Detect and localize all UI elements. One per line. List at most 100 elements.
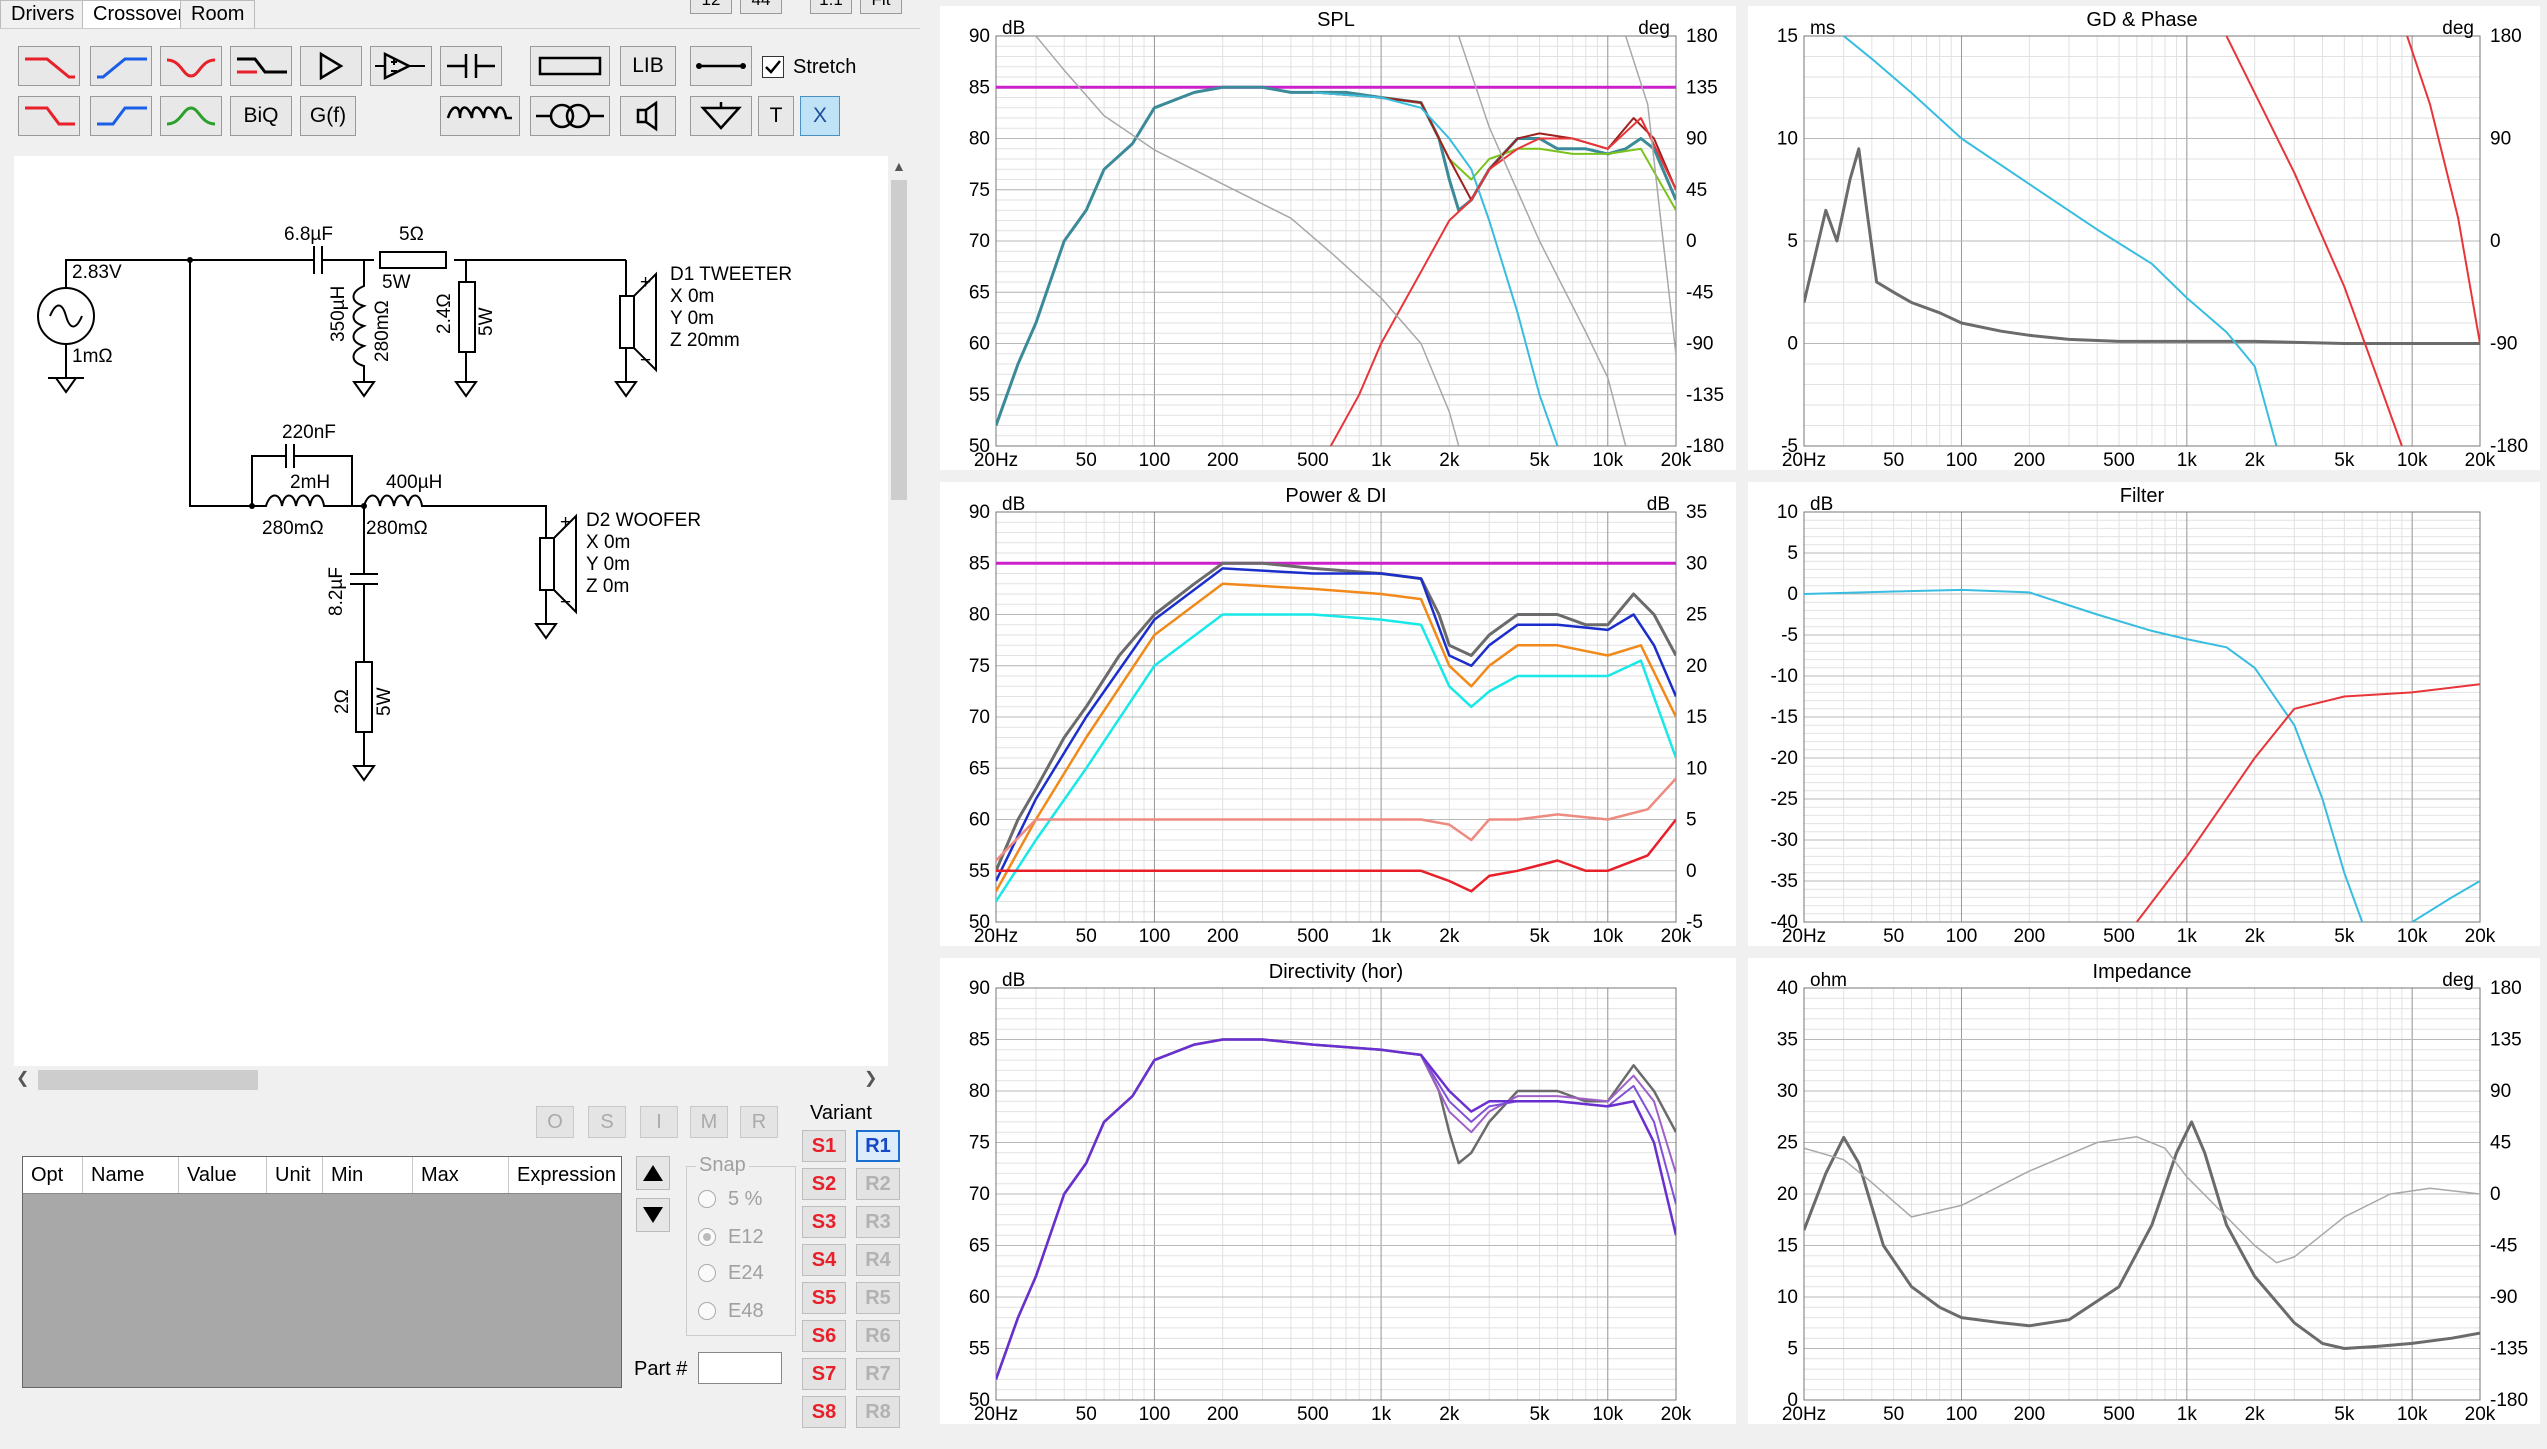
zoom-1-1-button[interactable]: 1:1: [810, 0, 852, 14]
variant-s1-button[interactable]: S1: [802, 1130, 846, 1162]
snap-e12-radio[interactable]: [698, 1228, 716, 1246]
ground-button[interactable]: [690, 96, 752, 136]
variant-s2-button[interactable]: S2: [802, 1168, 846, 1200]
optimize-button[interactable]: O: [536, 1106, 574, 1138]
variant-r4-button[interactable]: R4: [856, 1244, 900, 1276]
zoom-12-button[interactable]: 12: [690, 0, 732, 14]
inductor-button[interactable]: [440, 96, 520, 136]
variant-r7-button[interactable]: R7: [856, 1358, 900, 1390]
x-tick-label: 20Hz: [974, 1404, 1018, 1424]
tab-room[interactable]: Room: [180, 0, 256, 30]
series-line: [1420, 1054, 1676, 1205]
y-tick-label: 60: [969, 1287, 990, 1308]
hscroll-thumb[interactable]: [38, 1070, 258, 1090]
col-min[interactable]: Min: [323, 1157, 413, 1193]
spl-plot[interactable]: SPL dB deg 90 85 80 75 70 65 60 55 50 180 135 90 45 0 -45…: [940, 6, 1736, 470]
col-opt[interactable]: Opt: [23, 1157, 83, 1193]
transformer-button[interactable]: [530, 96, 610, 136]
schematic-hscrollbar[interactable]: ❮ ❯: [14, 1066, 888, 1092]
zoom-fit-button[interactable]: Fit: [860, 0, 902, 14]
plot-frame: [995, 35, 1677, 447]
zoom-44-button[interactable]: 44: [740, 0, 782, 14]
x-tick-label: 1k: [1371, 926, 1392, 946]
highpass-filter-button[interactable]: [90, 46, 152, 86]
col-max[interactable]: Max: [413, 1157, 509, 1193]
variant-r2-button[interactable]: R2: [856, 1168, 900, 1200]
lowpass-2-icon: [25, 106, 75, 126]
col-unit[interactable]: Unit: [267, 1157, 323, 1193]
parameter-table[interactable]: Opt Name Value Unit Min Max Expression: [22, 1156, 622, 1388]
scroll-up-icon[interactable]: ▲: [892, 158, 906, 174]
x-tick-label: 1k: [2177, 1404, 2198, 1424]
buffer-button[interactable]: [370, 46, 432, 86]
snap-e48-radio[interactable]: [698, 1302, 716, 1320]
biquad-label: BiQ: [243, 104, 279, 127]
scroll-right-icon[interactable]: ❯: [864, 1070, 878, 1087]
variant-r3-button[interactable]: R3: [856, 1206, 900, 1238]
table-header: Opt Name Value Unit Min Max Expression: [23, 1157, 621, 1194]
move-up-button[interactable]: [636, 1156, 670, 1190]
variant-s6-button[interactable]: S6: [802, 1320, 846, 1352]
variant-s8-button[interactable]: S8: [802, 1396, 846, 1428]
resistor-button[interactable]: [530, 46, 610, 86]
variant-s4-button[interactable]: S4: [802, 1244, 846, 1276]
bandpass-button[interactable]: [160, 96, 222, 136]
wire-button[interactable]: [690, 46, 752, 86]
variant-r8-button[interactable]: R8: [856, 1396, 900, 1428]
capacitor-button[interactable]: [440, 46, 502, 86]
highpass-2-button[interactable]: [90, 96, 152, 136]
variant-s7-button[interactable]: S7: [802, 1358, 846, 1390]
snap-e24-radio[interactable]: [698, 1264, 716, 1282]
y-tick-label: 70: [969, 231, 990, 252]
variant-r5-button[interactable]: R5: [856, 1282, 900, 1314]
variant-r2-label: R2: [865, 1172, 891, 1195]
x-tick-label: 1k: [2177, 926, 2198, 946]
transfer-function-button[interactable]: G(f): [300, 96, 356, 136]
amplifier-button[interactable]: [300, 46, 362, 86]
scroll-left-icon[interactable]: ❮: [16, 1070, 30, 1087]
biquad-button[interactable]: BiQ: [230, 96, 292, 136]
variant-s5-button[interactable]: S5: [802, 1282, 846, 1314]
x-tick-label: 1k: [1371, 450, 1392, 470]
schematic-vscrollbar[interactable]: ▲: [888, 156, 910, 1066]
snap-5pct-radio[interactable]: [698, 1190, 716, 1208]
gd-phase-plot[interactable]: GD & Phase ms deg 15 10 5 0 -5 180 90 0 -90 -180 20Hz…: [1748, 6, 2540, 470]
info-button[interactable]: I: [640, 1106, 678, 1138]
y2-tick-label: 0: [1686, 861, 1697, 882]
shelf-filter-button[interactable]: [230, 46, 292, 86]
y2-tick-label: -135: [2490, 1339, 2528, 1360]
driver-button[interactable]: [620, 96, 676, 136]
stretch-checkbox[interactable]: [762, 56, 784, 78]
variant-r1-button[interactable]: R1: [856, 1130, 900, 1162]
x-tick-label: 100: [1139, 450, 1171, 470]
notch-filter-button[interactable]: [160, 46, 222, 86]
lowpass-filter-button[interactable]: [18, 46, 80, 86]
y-tick-label: 5: [1787, 231, 1798, 252]
col-expression[interactable]: Expression: [517, 1164, 616, 1186]
tab-drivers[interactable]: Drivers: [0, 0, 86, 30]
y2-tick-label: -90: [1686, 334, 1713, 355]
part-input[interactable]: [698, 1352, 782, 1384]
monte-carlo-button[interactable]: M: [690, 1106, 728, 1138]
reset-button[interactable]: R: [740, 1106, 778, 1138]
move-down-button[interactable]: [636, 1198, 670, 1232]
tab-crossover[interactable]: Crossover: [82, 0, 196, 31]
delete-button[interactable]: X: [800, 96, 840, 136]
power-di-plot[interactable]: Power & DI dB dB 90 85 80 75 70 65 60 55 50 35 30 25 20…: [940, 482, 1736, 946]
col-value[interactable]: Value: [179, 1157, 267, 1193]
directivity-plot[interactable]: Directivity (hor) dB 90 85 80 75 70 65 60 55 50 20H…: [940, 958, 1736, 1424]
schematic-canvas[interactable]: 2.83V 1mΩ 6.8µF 5Ω 5W 350µH 280mΩ 2.4Ω 5…: [14, 156, 888, 1066]
impedance-plot[interactable]: Impedance ohm deg 40 35 30 25 20 15 10 5 0 180 135 90 4…: [1748, 958, 2540, 1424]
filter-plot[interactable]: Filter dB 10 5 0 -5 -10 -15 -20 -25 -30 -35 -40 20Hz 5…: [1748, 482, 2540, 946]
solve-button[interactable]: S: [588, 1106, 626, 1138]
col-name[interactable]: Name: [83, 1157, 179, 1193]
variant-r6-button[interactable]: R6: [856, 1320, 900, 1352]
vscroll-thumb[interactable]: [891, 180, 907, 500]
y2-tick-label: 180: [1686, 26, 1718, 47]
text-button[interactable]: T: [758, 96, 794, 136]
x-tick-label: 10k: [1592, 926, 1623, 946]
lowpass-2-button[interactable]: [18, 96, 80, 136]
y2-tick-label: 135: [1686, 77, 1718, 98]
variant-s3-button[interactable]: S3: [802, 1206, 846, 1238]
library-button[interactable]: LIB: [620, 46, 676, 86]
